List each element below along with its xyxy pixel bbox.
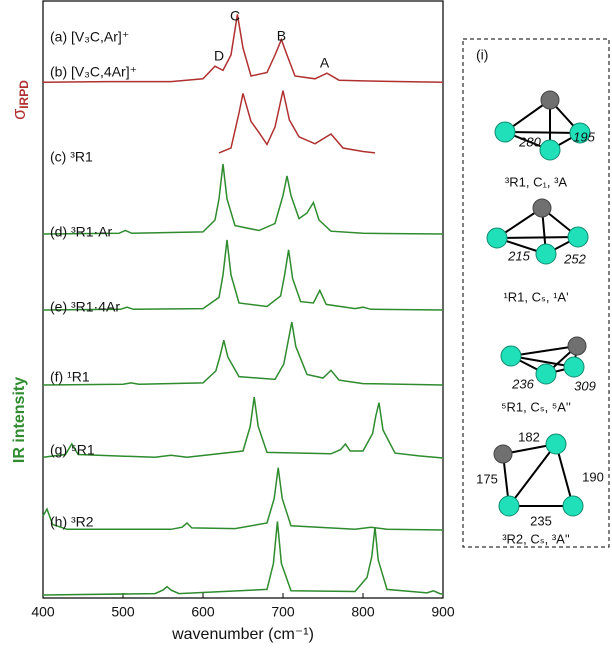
sigma: σ — [9, 109, 29, 120]
trace-label: (b) [V₃C,4Ar]⁺ — [50, 64, 137, 80]
structure-caption: ⁵R1, Cₛ, ⁵A'' — [501, 399, 571, 414]
structure-caption: ¹R1, Cₛ, ¹A' — [503, 289, 568, 304]
x-tick-label: 600 — [191, 604, 215, 620]
x-tick-label: 700 — [271, 604, 295, 620]
x-tick-label: 900 — [431, 604, 455, 620]
bond-length: 309 — [574, 378, 596, 393]
structure-caption: ³R2, Cₛ, ³A'' — [502, 531, 570, 546]
spectrum — [219, 91, 375, 153]
bond-length: 190 — [582, 469, 604, 484]
carbon-atom — [568, 337, 586, 355]
spectrum — [43, 322, 443, 385]
carbon-atom — [541, 91, 559, 109]
vanadium-atom — [501, 346, 521, 366]
x-tick-label: 800 — [351, 604, 375, 620]
bond-length: 235 — [530, 513, 552, 528]
carbon-atom — [533, 199, 551, 217]
figure: wavenumber (cm⁻¹) IR intensity σIRPD (i)… — [0, 0, 612, 648]
spectrum — [43, 522, 443, 596]
x-axis-label: wavenumber (cm⁻¹) — [171, 626, 314, 643]
vanadium-atom — [563, 496, 583, 516]
trace-label: (d) ³R1·Ar — [50, 224, 113, 240]
peak-label: D — [214, 48, 224, 64]
bond-length: 195 — [573, 129, 595, 144]
bond-length: 236 — [511, 376, 534, 391]
bond-length: 252 — [563, 251, 586, 266]
vanadium-atom — [536, 244, 556, 264]
vanadium-atom — [499, 496, 519, 516]
bond-length: 280 — [518, 134, 541, 149]
panel-label: (i) — [476, 47, 488, 63]
vanadium-atom — [540, 140, 560, 160]
bond-length: 182 — [518, 429, 540, 444]
trace-label: (e) ³R1·4Ar — [50, 299, 120, 315]
vanadium-atom — [546, 434, 566, 454]
vanadium-atom — [564, 357, 584, 377]
sigma-subscript: IRPD — [17, 80, 31, 109]
bond-length: 215 — [507, 248, 530, 263]
bond — [505, 132, 580, 133]
bond — [509, 444, 556, 506]
x-tick-label: 500 — [111, 604, 135, 620]
carbon-atom — [494, 445, 512, 463]
spectrum — [43, 397, 443, 458]
peak-label: A — [320, 55, 330, 71]
vanadium-atom — [536, 364, 556, 384]
structure-caption: ³R1, C₁, ³A — [505, 174, 567, 189]
trace-label: (a) [V₃C,Ar]⁺ — [50, 29, 129, 45]
trace-label: (c) ³R1 — [50, 149, 93, 165]
peak-label: B — [277, 28, 286, 44]
vanadium-atom — [487, 228, 507, 248]
spectrum — [43, 468, 443, 530]
trace-label: (g) ⁵R1 — [50, 442, 95, 458]
y-axis-label-top: σIRPD — [9, 80, 31, 120]
vanadium-atom — [495, 122, 515, 142]
vanadium-atom — [568, 227, 588, 247]
trace-label: (h) ³R2 — [50, 514, 94, 530]
trace-label: (f) ¹R1 — [50, 369, 90, 385]
y-axis-label: IR intensity — [11, 377, 28, 463]
x-tick-label: 400 — [31, 604, 55, 620]
bond-length: 175 — [476, 471, 498, 486]
bond — [497, 237, 578, 238]
peak-label: C — [230, 8, 240, 24]
